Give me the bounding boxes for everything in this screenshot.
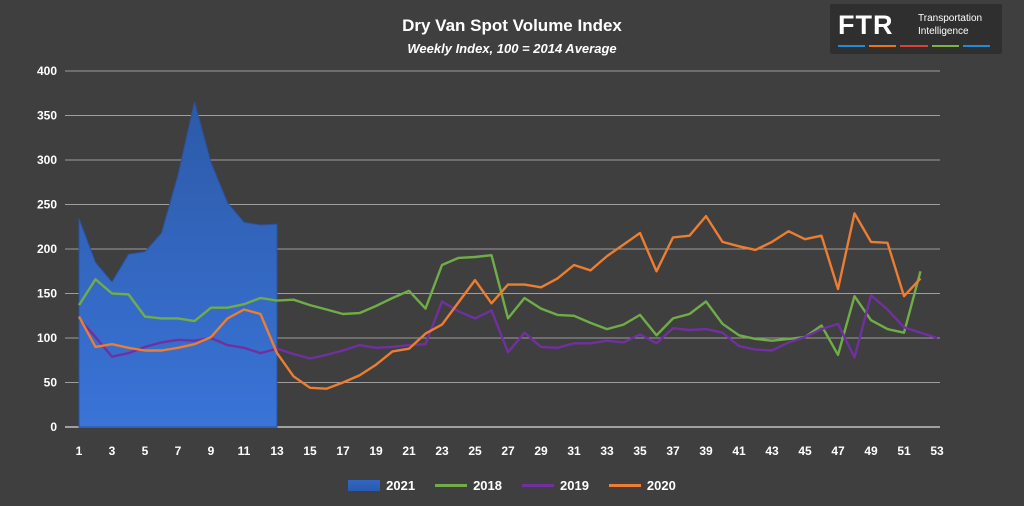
line-series-layer (77, 212, 938, 390)
logo-text-line2: Intelligence (918, 26, 969, 37)
logo-bar-1 (838, 45, 866, 47)
x-tick-label: 53 (930, 444, 944, 458)
x-tick-label: 37 (666, 444, 680, 458)
x-tick-label: 33 (600, 444, 614, 458)
y-tick-label: 200 (37, 242, 57, 256)
x-tick-label: 23 (435, 444, 449, 458)
y-tick-label: 100 (37, 331, 57, 345)
x-tick-label: 29 (534, 444, 548, 458)
y-tick-label: 250 (37, 198, 57, 212)
y-tick-label: 150 (37, 287, 57, 301)
x-tick-label: 49 (864, 444, 878, 458)
series-2020-line (77, 212, 922, 390)
x-tick-label: 25 (468, 444, 482, 458)
logo-bar-2 (869, 45, 897, 47)
x-tick-label: 51 (897, 444, 911, 458)
legend: 2021 2018 2019 2020 (0, 478, 1024, 493)
x-tick-label: 15 (303, 444, 317, 458)
logo-bar-4 (931, 45, 959, 47)
x-tick-label: 5 (142, 444, 149, 458)
x-tick-label: 19 (369, 444, 383, 458)
x-tick-label: 1 (76, 444, 83, 458)
x-tick-label: 43 (765, 444, 779, 458)
legend-label: 2020 (646, 478, 676, 493)
legend-swatch (608, 484, 641, 487)
legend-label: 2021 (386, 478, 416, 493)
area-series-layer (78, 102, 278, 428)
series-2018-line (77, 254, 922, 357)
logo-bar-5 (962, 45, 991, 47)
legend-item-2019: 2019 (522, 478, 589, 493)
legend-swatch (435, 484, 468, 487)
legend-swatch (348, 480, 381, 491)
chart-title: Dry Van Spot Volume Index (402, 16, 622, 35)
chart-subtitle: Weekly Index, 100 = 2014 Average (407, 41, 617, 56)
x-tick-label: 13 (270, 444, 284, 458)
x-tick-label: 9 (208, 444, 215, 458)
y-tick-label: 350 (37, 109, 57, 123)
x-tick-label: 7 (175, 444, 182, 458)
x-tick-label: 27 (501, 444, 515, 458)
y-axis: 0 50 100 150 200 250 300 350 400 (37, 64, 57, 434)
y-tick-label: 400 (37, 64, 57, 78)
legend-item-2018: 2018 (435, 478, 502, 493)
x-tick-label: 11 (238, 444, 251, 458)
legend-item-2021: 2021 (348, 478, 415, 493)
x-tick-label: 47 (831, 444, 845, 458)
legend-item-2020: 2020 (608, 478, 676, 493)
y-tick-label: 300 (37, 153, 57, 167)
logo-text-line1: Transportation (918, 13, 983, 24)
x-tick-label: 31 (567, 444, 581, 458)
series-2019-line (78, 294, 938, 360)
x-tick-label: 3 (109, 444, 116, 458)
logo-bar-3 (900, 45, 928, 47)
x-tick-label: 35 (633, 444, 647, 458)
y-tick-label: 0 (50, 420, 57, 434)
legend-label: 2018 (473, 478, 502, 493)
logo-color-bars (838, 45, 991, 47)
series-2021-area (78, 102, 278, 428)
x-axis: 1 3 5 7 9 11 13 15 17 19 21 23 25 27 29 31 33 35 37 39 41 43 4… (76, 444, 944, 458)
legend-swatch (522, 484, 554, 487)
x-tick-label: 41 (732, 444, 746, 458)
ftr-logo: FTR Transportation Intelligence (830, 4, 1002, 54)
x-tick-label: 39 (699, 444, 713, 458)
x-tick-label: 45 (798, 444, 812, 458)
y-tick-label: 50 (44, 376, 58, 390)
legend-label: 2019 (560, 478, 589, 493)
x-tick-label: 17 (336, 444, 350, 458)
logo-mark: FTR (838, 10, 894, 40)
x-tick-label: 21 (402, 444, 416, 458)
